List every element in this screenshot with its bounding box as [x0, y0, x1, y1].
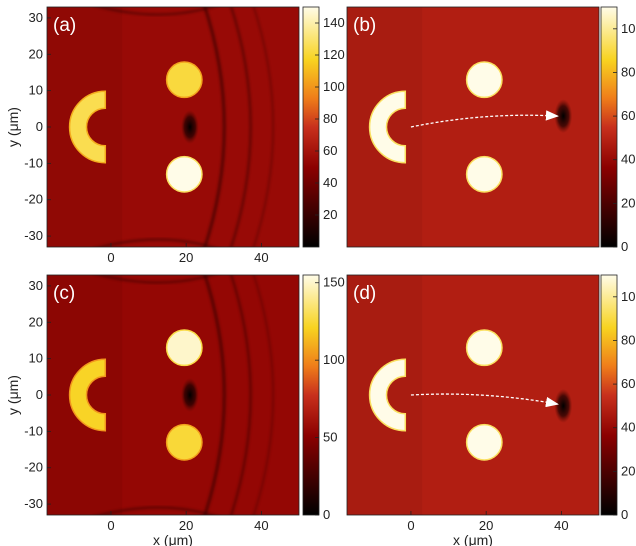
y-tick-label: -30 — [24, 496, 43, 511]
panel-label: (d) — [353, 283, 376, 304]
disk-object — [465, 423, 503, 461]
colorbar-gradient — [600, 274, 618, 516]
colorbar-gradient — [600, 6, 618, 248]
y-tick-label: 10 — [29, 83, 43, 98]
x-tick-label: 0 — [407, 518, 414, 533]
colorbar-tick-label: 0 — [621, 239, 628, 254]
dark-spot — [554, 388, 573, 423]
x-tick-label: 0 — [107, 518, 114, 533]
trajectory-arrow — [410, 110, 559, 128]
panel-label: (b) — [353, 15, 376, 36]
colorbar: 100 80 60 40 20 0 — [600, 6, 636, 254]
disk-object — [165, 155, 203, 193]
colorbar-tick-label: 100 — [621, 21, 636, 36]
colorbar-tick-label: 0 — [621, 507, 628, 522]
y-tick-label: 20 — [29, 314, 43, 329]
half-ring-object — [369, 90, 407, 164]
wavefront — [252, 7, 275, 247]
colorbar-tick-label: 100 — [323, 79, 345, 94]
x-axis-label: x (μm) — [453, 532, 493, 546]
panel-label: (a) — [53, 15, 76, 36]
y-tick-label: 0 — [36, 119, 43, 134]
wavefront — [203, 7, 226, 247]
disk-object — [165, 423, 203, 461]
plot-frame — [346, 6, 600, 248]
disk-object — [465, 155, 503, 193]
x-tick-label: 20 — [479, 518, 493, 533]
colorbar-tick-label: 100 — [323, 352, 345, 367]
colorbar: 150 100 50 0 — [302, 274, 345, 522]
y-tick-label: -10 — [24, 423, 43, 438]
wavefront — [229, 7, 252, 247]
panel-2: (b) 100 80 60 40 20 0 — [346, 6, 636, 254]
x-tick-label: 20 — [179, 518, 193, 533]
y-tick-label: 30 — [29, 10, 43, 25]
colorbar-tick-label: 20 — [621, 195, 635, 210]
dark-spot — [554, 99, 573, 134]
colorbar-tick-label: 50 — [323, 430, 337, 445]
heatmap-background — [47, 7, 299, 247]
y-tick-label: -30 — [24, 228, 43, 243]
heatmap-background — [47, 275, 299, 515]
colorbar-tick-label: 120 — [323, 47, 345, 62]
heatmap-area — [47, 7, 299, 247]
colorbar-tick-label: 40 — [323, 175, 337, 190]
colorbar-tick-label: 150 — [323, 275, 345, 290]
heatmap-area — [47, 275, 299, 515]
dark-spot — [180, 110, 199, 144]
panel-4: (d) 0 20 40 x (μm) 100 80 60 40 20 0 — [346, 274, 636, 546]
heatmap-area — [347, 275, 599, 515]
x-tick-label: 40 — [254, 250, 268, 265]
disk-object — [465, 329, 503, 367]
disk-object — [465, 61, 503, 99]
plot-frame — [346, 274, 600, 516]
y-tick-label: 20 — [29, 46, 43, 61]
colorbar: 100 80 60 40 20 0 — [600, 274, 636, 522]
colorbar-tick-label: 100 — [621, 289, 636, 304]
disk-object — [165, 61, 203, 99]
wavefront — [203, 275, 226, 515]
colorbar-gradient — [302, 274, 320, 516]
trajectory-arrow — [410, 393, 559, 408]
colorbar-tick-label: 40 — [621, 152, 635, 167]
wavefront — [229, 275, 252, 515]
colorbar-tick-label: 20 — [621, 463, 635, 478]
x-tick-label: 40 — [254, 518, 268, 533]
x-axis-label: x (μm) — [153, 532, 193, 546]
y-axis-label: y (μm) — [5, 107, 21, 147]
colorbar-tick-label: 140 — [323, 15, 345, 30]
half-ring-object — [69, 90, 107, 164]
wavefront — [252, 275, 275, 515]
half-ring-object — [69, 358, 107, 432]
colorbar-tick-label: 60 — [323, 143, 337, 158]
disk-object — [165, 329, 203, 367]
colorbar: 140 120 100 80 60 40 20 — [302, 6, 345, 248]
half-ring-object — [369, 358, 407, 432]
colorbar-tick-label: 60 — [621, 108, 635, 123]
colorbar-gradient — [302, 6, 320, 248]
y-tick-label: -20 — [24, 460, 43, 475]
x-tick-label: 40 — [554, 518, 568, 533]
colorbar-tick-label: 80 — [323, 111, 337, 126]
y-axis-label: y (μm) — [5, 375, 21, 415]
y-tick-label: -10 — [24, 155, 43, 170]
colorbar-tick-label: 80 — [621, 64, 635, 79]
colorbar-tick-label: 40 — [621, 420, 635, 435]
y-tick-label: 30 — [29, 278, 43, 293]
colorbar-tick-label: 0 — [323, 507, 330, 522]
colorbar-tick-label: 80 — [621, 332, 635, 347]
colorbar-tick-label: 60 — [621, 376, 635, 391]
panel-label: (c) — [53, 283, 75, 304]
colorbar-tick-label: 20 — [323, 207, 337, 222]
heatmap-area — [347, 7, 599, 247]
y-tick-label: -20 — [24, 192, 43, 207]
x-tick-label: 0 — [107, 250, 114, 265]
x-tick-label: 20 — [179, 250, 193, 265]
dark-spot — [180, 378, 199, 412]
y-tick-label: 10 — [29, 351, 43, 366]
y-tick-label: 0 — [36, 387, 43, 402]
